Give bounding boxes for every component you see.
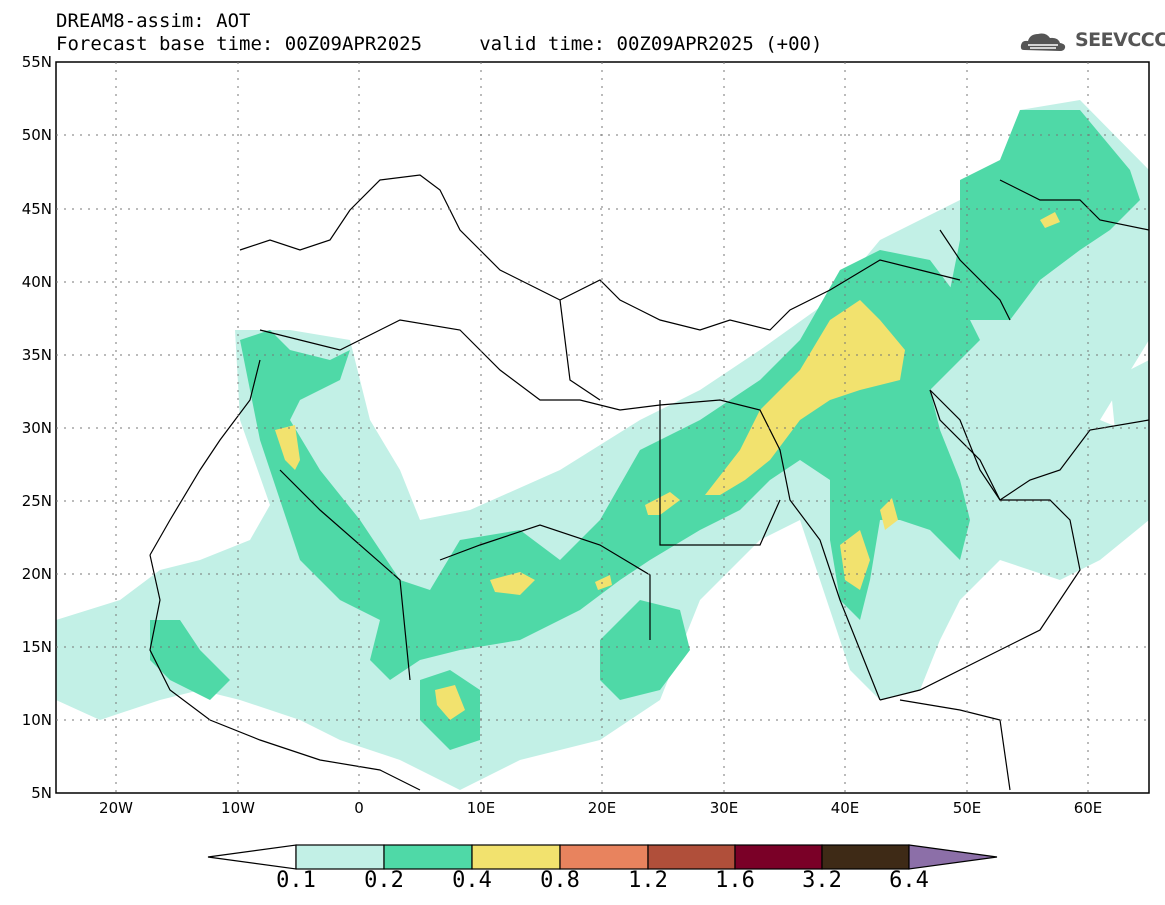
colorbar-label: 1.6 [715, 868, 755, 893]
lat-tick: 40N [21, 273, 52, 291]
logo-text: SEEVCCC [1075, 29, 1165, 51]
colorbar-low-triangle [207, 844, 297, 870]
seevccc-cloud-logo-icon [1020, 33, 1066, 51]
colorbar-label: 6.4 [889, 868, 929, 893]
coastline-outline [149, 174, 1149, 791]
lat-tick: 45N [21, 200, 52, 218]
colorbar-label: 0.8 [540, 868, 580, 893]
colorbar-label: 0.4 [452, 868, 492, 893]
lon-tick: 20E [587, 799, 617, 817]
colorbar-box [295, 844, 385, 870]
lon-tick: 40E [830, 799, 860, 817]
colorbar-label: 3.2 [802, 868, 842, 893]
lat-tick: 20N [21, 565, 52, 583]
lon-tick: 20W [99, 799, 133, 817]
colorbar-box [647, 844, 736, 870]
colorbar-high-triangle [908, 844, 998, 870]
lat-tick: 30N [21, 419, 52, 437]
lon-tick: 60E [1073, 799, 1103, 817]
colorbar-box [559, 844, 649, 870]
lat-tick: 25N [21, 492, 52, 510]
colorbar-box [734, 844, 823, 870]
lat-tick: 15N [21, 638, 52, 656]
lon-tick: 10E [466, 799, 496, 817]
lon-tick: 50E [952, 799, 982, 817]
lon-tick: 10W [221, 799, 255, 817]
forecast-time-line: Forecast base time: 00Z09APR2025 valid t… [56, 33, 823, 55]
lat-tick: 5N [31, 784, 52, 802]
colorbar-box [821, 844, 910, 870]
gridlines [56, 62, 1149, 793]
lat-tick: 50N [21, 126, 52, 144]
lon-tick: 0 [354, 799, 364, 817]
colorbar-label: 1.2 [628, 868, 668, 893]
colorbar-label: 0.1 [276, 868, 316, 893]
aot-band-0.2 [150, 110, 1140, 750]
aot-band-0.4 [275, 212, 1060, 720]
colorbar-box [383, 844, 473, 870]
colorbar-box [471, 844, 561, 870]
lon-tick: 30E [709, 799, 739, 817]
colorbar-label: 0.2 [364, 868, 404, 893]
map-title: DREAM8-assim: AOT [56, 10, 251, 32]
lat-tick: 55N [21, 53, 52, 71]
lat-tick: 35N [21, 346, 52, 364]
lat-tick: 10N [21, 711, 52, 729]
